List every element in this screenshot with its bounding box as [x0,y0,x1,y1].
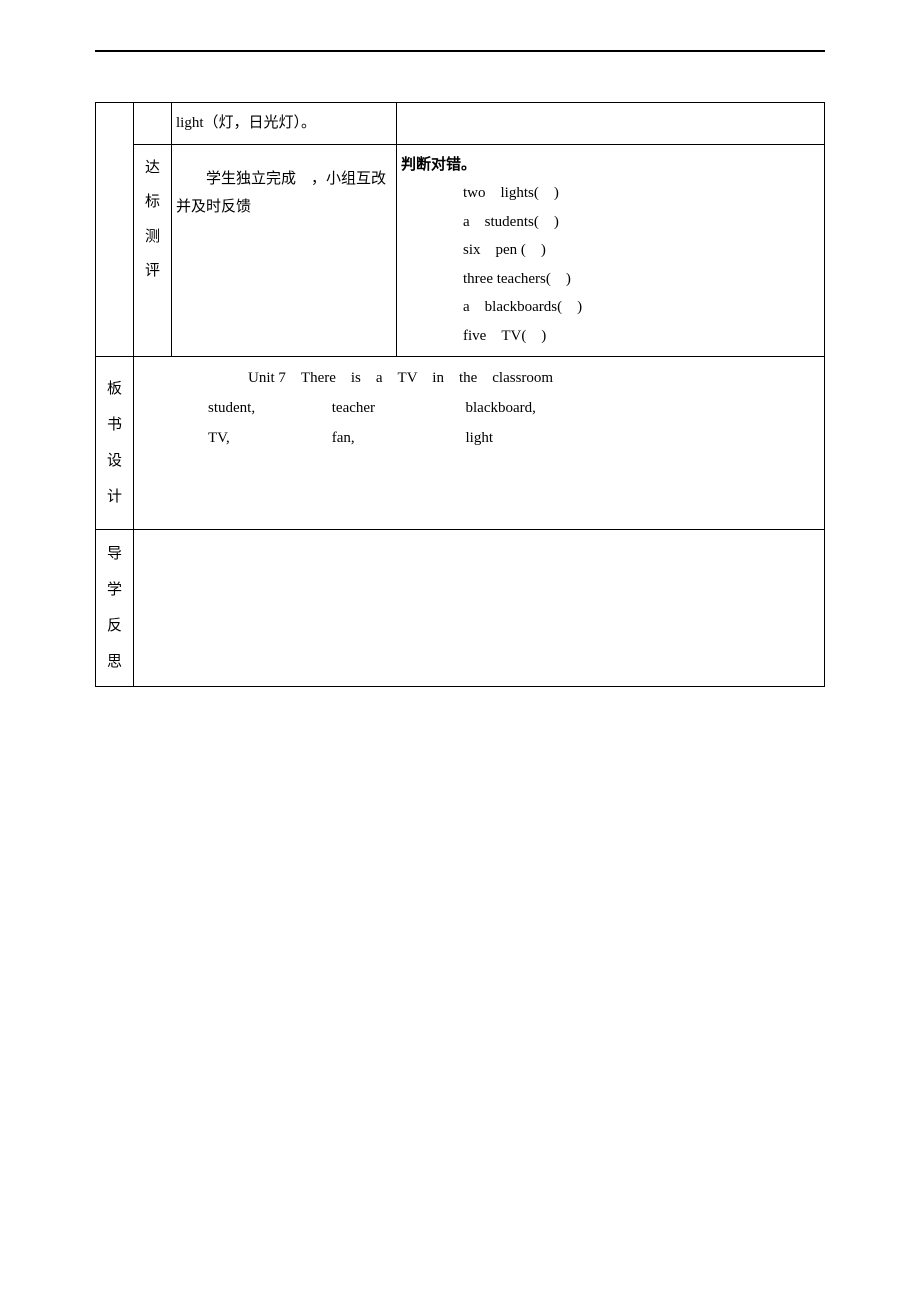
word: TV, [208,423,328,453]
label-char: 测 [145,229,160,245]
label-line: 反思 [107,618,122,670]
exercise-item: two lights( ) [401,179,820,208]
table-row: 导学 反思 [96,530,825,687]
text-line: 并及时反馈 [176,199,251,215]
board-words-1: student, teacher blackboard, [138,393,820,423]
board-title: Unit 7 There is a TV in the classroom [138,363,820,393]
table-row: light（灯，日光灯）。 [96,103,825,145]
exercise-item: three teachers( ) [401,265,820,294]
top-horizontal-rule [95,50,825,52]
exercise-item: a blackboards( ) [401,293,820,322]
text-light: light（灯，日光灯）。 [176,115,316,131]
board-words-2: TV, fan, light [138,423,820,453]
word: teacher [332,393,462,423]
word: fan, [332,423,462,453]
cell-light-text: light（灯，日光灯）。 [172,103,397,145]
word: student, [208,393,328,423]
cell-board-design: Unit 7 There is a TV in the classroom st… [134,357,825,530]
label-char: 标 [145,194,160,210]
exercise-item: six pen ( ) [401,236,820,265]
label-char: 达 [145,160,160,176]
table-row: 板书 设计 Unit 7 There is a TV in the classr… [96,357,825,530]
cell-label-dabiaoceping: 达 标 测 评 [134,144,172,357]
cell-empty-left [96,103,134,357]
word: light [466,423,494,453]
cell-label-board: 板书 设计 [96,357,134,530]
word: blackboard, [466,393,536,423]
cell-judge-exercise: 判断对错。 two lights( ) a students( ) six pe… [397,144,825,357]
label-line: 板书 [107,381,122,433]
table-row: 达 标 测 评 学生独立完成 ，小组互改 并及时反馈 判断对错。 two lig… [96,144,825,357]
cell-empty-d1 [397,103,825,145]
lesson-plan-table: light（灯，日光灯）。 达 标 测 评 学生独立完成 ，小组互改 并及时反馈… [95,102,825,687]
cell-student-complete: 学生独立完成 ，小组互改 并及时反馈 [172,144,397,357]
exercise-title: 判断对错。 [401,157,476,173]
cell-reflect-content [134,530,825,687]
label-line: 导学 [107,546,122,598]
cell-empty-b1 [134,103,172,145]
label-char: 评 [145,263,160,279]
exercise-item: five TV( ) [401,322,820,351]
exercise-item: a students( ) [401,208,820,237]
label-line: 设计 [107,453,122,505]
text-line: 学生独立完成 ，小组互改 [176,171,386,187]
cell-label-reflect: 导学 反思 [96,530,134,687]
